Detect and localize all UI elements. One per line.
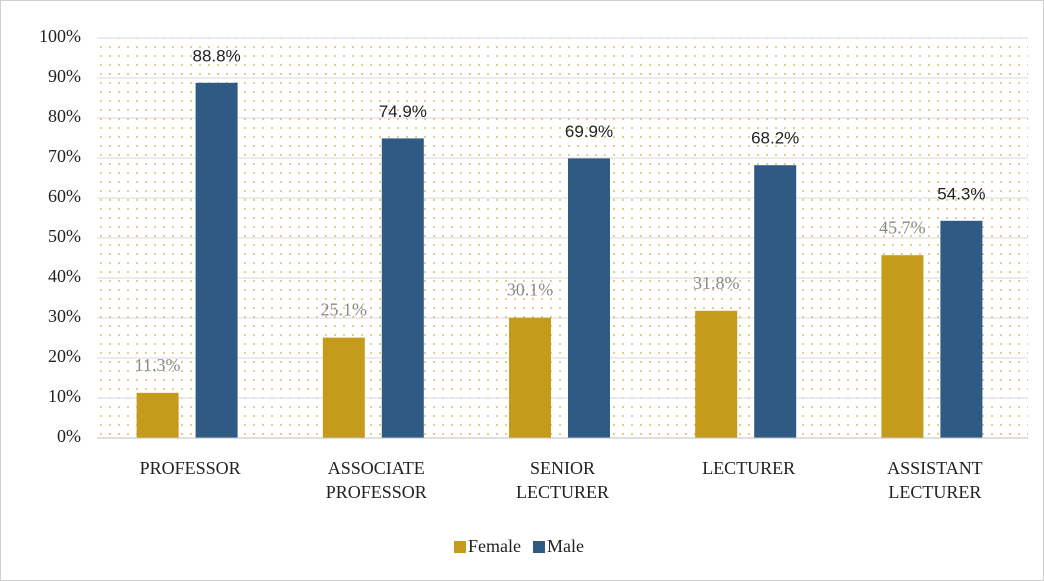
y-tick-label: 50% (48, 226, 81, 246)
bar (136, 392, 179, 438)
bar (195, 82, 238, 439)
value-label: 54.3% (937, 184, 985, 203)
bar (568, 158, 610, 438)
value-label: 11.3% (135, 355, 181, 375)
value-label: 69.9% (565, 122, 613, 141)
x-tick-label: PROFESSOR (140, 458, 241, 478)
bar (940, 220, 983, 438)
bar (322, 337, 365, 438)
x-tick-label: ASSOCIATE PROFESSOR (326, 458, 427, 502)
x-tick-label: LECTURER (702, 458, 795, 478)
value-label: 88.8% (192, 46, 240, 65)
bar (695, 310, 738, 438)
y-tick-label: 100% (39, 26, 81, 46)
x-tick-label: ASSISTANT LECTURER (887, 458, 983, 502)
value-label: 74.9% (379, 102, 427, 121)
x-tick-label: SENIOR LECTURER (516, 458, 609, 502)
bar (881, 255, 924, 438)
y-tick-label: 60% (48, 186, 81, 206)
value-label: 68.2% (751, 129, 799, 148)
legend-label: Male (547, 536, 584, 556)
y-tick-label: 70% (48, 146, 81, 166)
y-tick-label: 30% (48, 306, 81, 326)
bar (754, 165, 797, 438)
value-label: 30.1% (507, 280, 554, 300)
y-tick-label: 20% (48, 346, 81, 366)
bar (509, 317, 551, 438)
value-label: 25.1% (321, 300, 368, 320)
legend-swatch (454, 541, 466, 553)
value-label: 45.7% (879, 217, 926, 237)
bar (381, 138, 424, 438)
y-tick-label: 10% (48, 386, 81, 406)
y-tick-label: 80% (48, 106, 81, 126)
y-tick-label: 0% (57, 426, 81, 446)
legend-swatch (532, 541, 545, 553)
legend-label: Female (468, 536, 521, 556)
y-tick-label: 40% (48, 266, 81, 286)
y-tick-label: 90% (48, 66, 81, 86)
value-label: 31.8% (693, 273, 740, 293)
